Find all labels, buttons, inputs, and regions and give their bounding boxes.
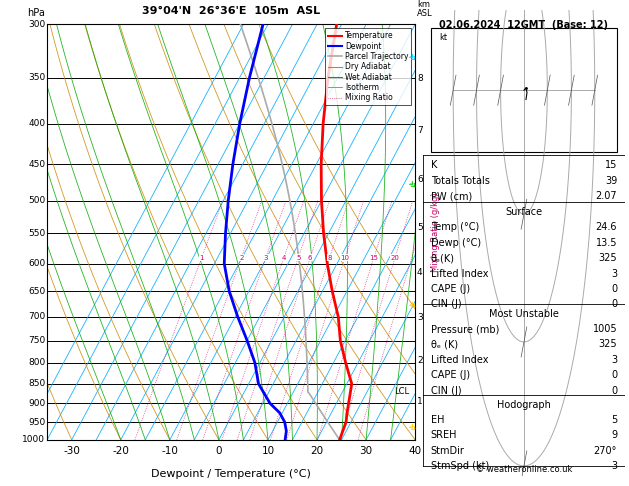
Text: K: K (431, 160, 437, 170)
Text: 2: 2 (417, 356, 423, 365)
Text: SREH: SREH (431, 431, 457, 440)
Text: Surface: Surface (505, 207, 543, 217)
Text: Temp (°C): Temp (°C) (431, 223, 479, 232)
Text: 325: 325 (599, 253, 617, 263)
Text: 10: 10 (262, 446, 274, 456)
Text: θₑ (K): θₑ (K) (431, 339, 458, 349)
Text: Dewp (°C): Dewp (°C) (431, 238, 481, 248)
Text: 950: 950 (28, 417, 45, 427)
Text: CIN (J): CIN (J) (431, 299, 462, 309)
Text: 40: 40 (409, 446, 421, 456)
Text: 20: 20 (311, 446, 323, 456)
Text: 3: 3 (611, 461, 617, 471)
Text: 5: 5 (296, 255, 301, 260)
Text: 30: 30 (360, 446, 372, 456)
Text: Lifted Index: Lifted Index (431, 269, 488, 278)
Text: CAPE (J): CAPE (J) (431, 370, 470, 380)
Text: »: » (404, 420, 420, 435)
Text: 4: 4 (282, 255, 286, 260)
Text: 24.6: 24.6 (596, 223, 617, 232)
Text: 650: 650 (28, 287, 45, 295)
Text: EH: EH (431, 415, 444, 425)
Text: Lifted Index: Lifted Index (431, 355, 488, 365)
Text: Dewpoint / Temperature (°C): Dewpoint / Temperature (°C) (151, 469, 311, 479)
Text: LCL: LCL (394, 387, 409, 396)
Text: Mixing Ratio (g/kg): Mixing Ratio (g/kg) (431, 192, 440, 272)
Text: 550: 550 (28, 229, 45, 238)
Text: kt: kt (439, 33, 447, 42)
Text: CIN (J): CIN (J) (431, 386, 462, 396)
Text: -10: -10 (162, 446, 178, 456)
Text: 6: 6 (417, 175, 423, 184)
Text: 2: 2 (239, 255, 243, 260)
Text: -20: -20 (113, 446, 129, 456)
Text: 39°04'N  26°36'E  105m  ASL: 39°04'N 26°36'E 105m ASL (142, 6, 320, 16)
Text: -30: -30 (64, 446, 80, 456)
Text: 7: 7 (417, 126, 423, 135)
Text: Pressure (mb): Pressure (mb) (431, 324, 499, 334)
Text: 450: 450 (28, 160, 45, 169)
Text: 800: 800 (28, 358, 45, 367)
Text: θₑ(K): θₑ(K) (431, 253, 455, 263)
Text: 500: 500 (28, 196, 45, 205)
Text: 300: 300 (28, 20, 45, 29)
Text: CAPE (J): CAPE (J) (431, 284, 470, 294)
Text: 0: 0 (611, 386, 617, 396)
Text: km
ASL: km ASL (417, 0, 433, 18)
Text: 1: 1 (199, 255, 204, 260)
Text: 3: 3 (611, 269, 617, 278)
Text: 600: 600 (28, 259, 45, 268)
Text: © weatheronline.co.uk: © weatheronline.co.uk (476, 465, 572, 474)
Text: Hodograph: Hodograph (497, 399, 551, 410)
Text: »: » (404, 177, 420, 192)
Text: 850: 850 (28, 379, 45, 388)
Text: 700: 700 (28, 312, 45, 321)
Text: 1005: 1005 (593, 324, 617, 334)
Text: 0: 0 (611, 284, 617, 294)
Text: 15: 15 (369, 255, 378, 260)
Text: »: » (404, 299, 420, 313)
Text: PW (cm): PW (cm) (431, 191, 472, 201)
Text: Totals Totals: Totals Totals (431, 176, 489, 186)
Text: 3: 3 (417, 312, 423, 322)
Text: 9: 9 (611, 431, 617, 440)
Text: hPa: hPa (28, 8, 45, 18)
Text: 5: 5 (611, 415, 617, 425)
Text: 1000: 1000 (23, 435, 45, 444)
Text: 8: 8 (417, 74, 423, 83)
Text: 400: 400 (28, 119, 45, 128)
Text: 13.5: 13.5 (596, 238, 617, 248)
Text: 0: 0 (611, 370, 617, 380)
Text: 1: 1 (417, 397, 423, 406)
Text: 750: 750 (28, 336, 45, 345)
Text: 3: 3 (264, 255, 268, 260)
Text: 6: 6 (308, 255, 313, 260)
Text: 10: 10 (340, 255, 350, 260)
Text: 15: 15 (604, 160, 617, 170)
Text: Most Unstable: Most Unstable (489, 309, 559, 319)
Text: 5: 5 (417, 223, 423, 232)
Text: 8: 8 (327, 255, 332, 260)
Text: 270°: 270° (594, 446, 617, 456)
Text: 900: 900 (28, 399, 45, 408)
Text: 0: 0 (611, 299, 617, 309)
Text: 2.07: 2.07 (596, 191, 617, 201)
Text: »: » (404, 51, 420, 66)
Legend: Temperature, Dewpoint, Parcel Trajectory, Dry Adiabat, Wet Adiabat, Isotherm, Mi: Temperature, Dewpoint, Parcel Trajectory… (325, 28, 411, 105)
Text: 20: 20 (391, 255, 399, 260)
Text: 02.06.2024  12GMT  (Base: 12): 02.06.2024 12GMT (Base: 12) (440, 20, 608, 30)
Text: StmDir: StmDir (431, 446, 465, 456)
Text: 325: 325 (599, 339, 617, 349)
Text: 350: 350 (28, 73, 45, 82)
Text: 3: 3 (611, 355, 617, 365)
Text: 0: 0 (216, 446, 222, 456)
Text: 4: 4 (417, 268, 423, 277)
Bar (431, 28, 617, 152)
Text: 39: 39 (605, 176, 617, 186)
Text: StmSpd (kt): StmSpd (kt) (431, 461, 489, 471)
